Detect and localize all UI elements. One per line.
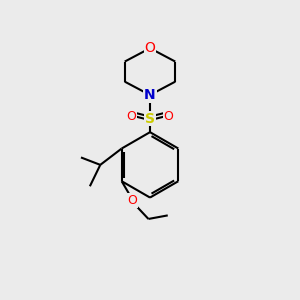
Text: N: N [144,88,156,102]
Text: O: O [145,41,155,55]
Text: O: O [164,110,173,123]
Text: S: S [145,112,155,126]
Text: O: O [127,194,137,207]
Text: O: O [127,110,136,123]
